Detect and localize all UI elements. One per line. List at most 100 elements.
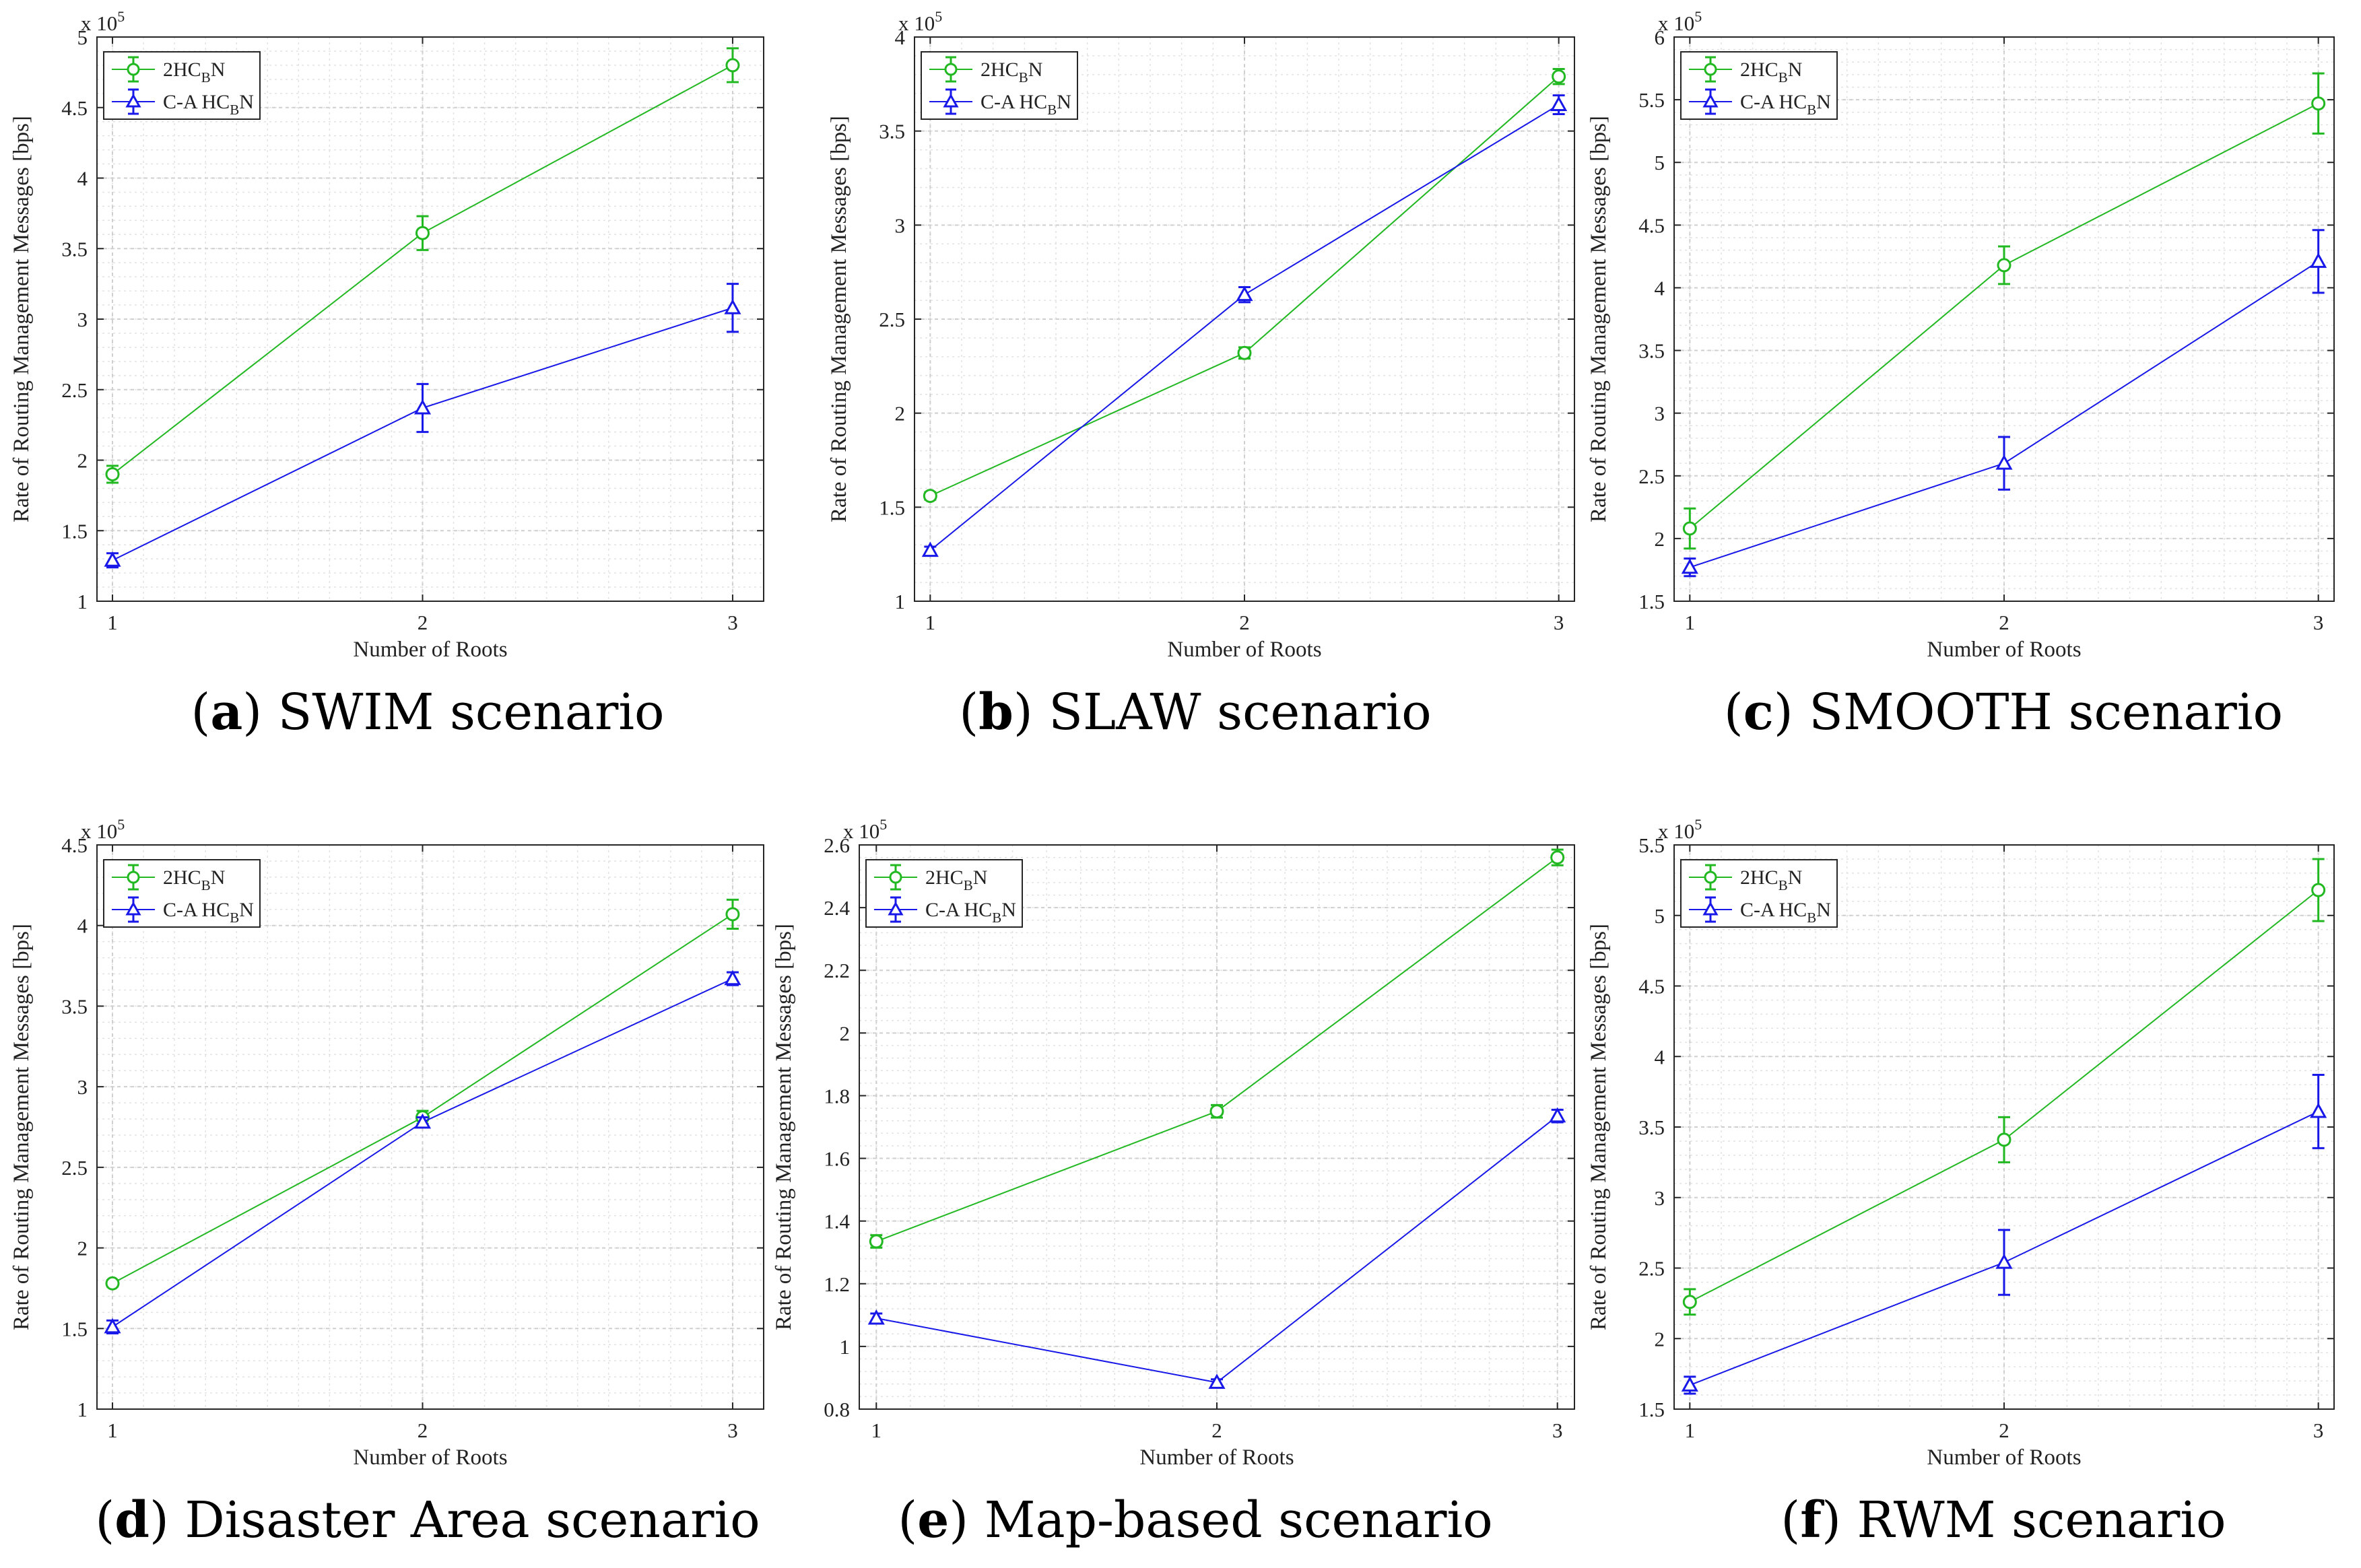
exponent-power: 5 xyxy=(117,816,125,833)
exponent-label: x 105 xyxy=(898,8,942,35)
data-point-triangle xyxy=(1995,1254,2013,1269)
data-point-triangle xyxy=(104,1318,121,1334)
y-tick-label: 3.5 xyxy=(61,994,88,1018)
data-point-triangle xyxy=(724,969,741,986)
legend-label-tail: N xyxy=(1788,59,1803,81)
data-point-triangle xyxy=(104,551,121,567)
data-point-circle xyxy=(1682,521,1697,536)
legend-label-main: 2HC xyxy=(1740,59,1778,81)
chart-d: 1 1.5 2 2.5 3 3.5 4 4.5 1 2 3 x 105 Number of Roots R… xyxy=(9,816,764,1470)
exponent-label: x 105 xyxy=(81,8,125,35)
legend-label-tail: N xyxy=(1816,899,1831,921)
legend-label: 2HCBN xyxy=(925,866,987,893)
y-tick-label: 2.6 xyxy=(824,833,850,857)
x-tick-label: 2 xyxy=(418,1419,428,1442)
y-tick-label: 3.5 xyxy=(61,237,88,261)
series-2hcbn xyxy=(105,47,740,484)
legend-label-tail: N xyxy=(211,59,226,81)
data-point-triangle xyxy=(1995,454,2013,470)
data-point-triangle xyxy=(413,399,432,415)
data-point-triangle xyxy=(1549,1107,1566,1123)
data-point-circle xyxy=(1997,258,2011,273)
data-point-circle xyxy=(1682,1295,1697,1309)
legend-label-tail: N xyxy=(1788,866,1803,889)
x-tick-label: 3 xyxy=(1554,611,1564,634)
legend-label-sub: B xyxy=(201,69,211,86)
y-tick-label: 2 xyxy=(77,1237,88,1260)
y-tick-label: 3.5 xyxy=(1638,1116,1665,1139)
legend-label-sub: B xyxy=(992,910,1001,926)
data-point-circle xyxy=(923,489,937,504)
caption-letter: d xyxy=(114,1491,149,1549)
series-ca-hcbn xyxy=(104,969,741,1334)
legend-label-main: 2HC xyxy=(163,59,201,81)
legend-label-main: C-A HC xyxy=(1740,91,1807,113)
y-tick-label: 5 xyxy=(77,26,88,49)
y-tick-label: 1 xyxy=(840,1335,851,1359)
legend-label-tail: N xyxy=(1028,59,1043,81)
y-tick-label: 1.5 xyxy=(61,1317,88,1340)
legend-label-main: C-A HC xyxy=(925,899,992,921)
legend-marker-triangle xyxy=(1702,93,1719,108)
legend-label: C-A HCBN xyxy=(1740,91,1831,118)
x-axis-label: Number of Roots xyxy=(1167,638,1321,662)
x-tick-label: 1 xyxy=(107,1419,118,1442)
y-tick-label: 3 xyxy=(77,308,88,331)
legend-box xyxy=(103,859,261,928)
x-tick-label: 1 xyxy=(925,611,936,634)
x-tick-label: 3 xyxy=(1552,1419,1563,1442)
legend-label-main: 2HC xyxy=(980,59,1019,81)
y-tick-label: 2.5 xyxy=(61,1156,88,1180)
y-tick-label: 4.5 xyxy=(1638,213,1665,237)
data-point-circle xyxy=(1997,1132,2011,1147)
y-tick-label: 1.2 xyxy=(824,1272,850,1296)
data-point-circle xyxy=(869,1234,884,1249)
y-tick-label: 6 xyxy=(1655,26,1665,49)
data-point-triangle xyxy=(724,299,741,314)
caption-b: (b) SLAW scenario xyxy=(959,683,1432,741)
y-tick-label: 2.5 xyxy=(61,378,88,402)
legend-label-sub: B xyxy=(201,877,211,893)
caption-a: (a) SWIM scenario xyxy=(191,683,665,741)
x-tick-label: 1 xyxy=(1685,611,1696,634)
x-tick-label: 1 xyxy=(1685,1419,1696,1442)
chart-f: 1.5 2 2.5 3 3.5 4 4.5 5 5.5 1 2 3 x 105 Number of Roo… xyxy=(1587,816,2335,1470)
y-axis-label: Rate of Routing Management Messages [bps… xyxy=(9,116,34,522)
legend-marker-triangle xyxy=(125,901,141,916)
plot-area xyxy=(97,845,764,1409)
legend-box xyxy=(1680,859,1838,928)
legend-marker-triangle xyxy=(888,901,904,916)
y-tick-label: 5.5 xyxy=(1638,88,1665,112)
axes-box xyxy=(96,844,764,1410)
chart-e: 0.8 1 1.2 1.4 1.6 1.8 2 2.2 2.4 2.6 1 2 3 x 105 Number… xyxy=(772,816,1575,1470)
x-tick-label: 2 xyxy=(418,611,428,634)
series-ca-hcbn xyxy=(921,94,1568,557)
y-tick-label: 5 xyxy=(1655,904,1665,928)
legend-box xyxy=(103,51,261,120)
y-tick-label: 2.4 xyxy=(824,896,850,920)
legend-label-tail: N xyxy=(239,91,254,113)
y-tick-label: 4 xyxy=(77,914,88,938)
y-tick-label: 4.5 xyxy=(61,833,88,857)
legend-label-sub: B xyxy=(230,910,239,926)
caption-c: (c) SMOOTH scenario xyxy=(1723,683,2284,741)
legend-label: C-A HCBN xyxy=(1740,899,1831,926)
data-point-circle xyxy=(1237,345,1252,360)
exponent-power: 5 xyxy=(117,8,125,25)
x-tick-label: 1 xyxy=(871,1419,882,1442)
y-tick-label: 1.5 xyxy=(1638,1398,1665,1421)
chart-a: 1 1.5 2 2.5 3 3.5 4 4.5 5 1 2 3 x 105 Number of Roots… xyxy=(9,8,764,662)
legend-label-tail: N xyxy=(1057,91,1071,113)
x-tick-label: 3 xyxy=(727,611,738,634)
legend-box xyxy=(1680,51,1838,120)
legend-label-tail: N xyxy=(1816,91,1831,113)
legend-label-tail: N xyxy=(239,899,254,921)
legend-label: C-A HCBN xyxy=(163,91,254,118)
legend-marker-circle xyxy=(127,63,140,76)
x-axis-label: Number of Roots xyxy=(353,638,507,662)
data-point-triangle xyxy=(867,1309,885,1325)
legend-label-main: C-A HC xyxy=(980,91,1047,113)
